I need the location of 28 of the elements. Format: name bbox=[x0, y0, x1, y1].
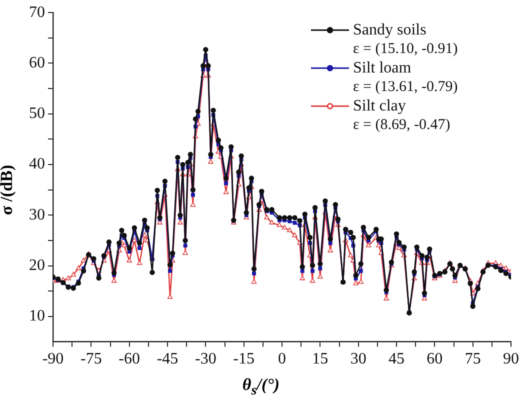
x-tick-label: 75 bbox=[464, 350, 481, 368]
y-tick-label: 40 bbox=[29, 156, 45, 173]
x-tick-label: 90 bbox=[503, 350, 519, 368]
x-tick-label: -75 bbox=[80, 350, 102, 368]
x-tick-label: 0 bbox=[278, 350, 286, 368]
annotation: ε = (15.10, -0.91) bbox=[353, 41, 458, 58]
legend-label: Sandy soils bbox=[353, 21, 426, 38]
annotation: ε = (8.69, -0.47) bbox=[353, 117, 450, 134]
annotation: ε = (13.61, -0.79) bbox=[353, 79, 458, 96]
y-axis-title: σ /(dB) bbox=[0, 164, 17, 218]
x-tick-label: 45 bbox=[388, 350, 404, 368]
legend-label: Silt loam bbox=[353, 59, 412, 76]
x-axis-title: θ$_{s}$/(°) bbox=[241, 375, 281, 400]
y-tick-label: 30 bbox=[29, 206, 45, 224]
y-tick-label: 60 bbox=[29, 54, 45, 72]
y-tick-label: 10 bbox=[29, 308, 45, 325]
legend-label: Silt clay bbox=[353, 97, 406, 114]
y-tick-label: 20 bbox=[29, 257, 45, 274]
x-tick-label: 30 bbox=[350, 350, 366, 368]
y-tick-label: 50 bbox=[29, 105, 45, 122]
x-tick-label: 60 bbox=[426, 350, 443, 368]
y-tick-label: 70 bbox=[29, 4, 45, 21]
x-tick-label: -15 bbox=[233, 350, 254, 368]
x-tick-label: -60 bbox=[118, 350, 140, 368]
x-tick-label: -90 bbox=[42, 350, 64, 368]
x-tick-label: 15 bbox=[312, 350, 328, 368]
x-tick-label: -30 bbox=[195, 350, 216, 368]
x-tick-label: -45 bbox=[156, 350, 178, 368]
